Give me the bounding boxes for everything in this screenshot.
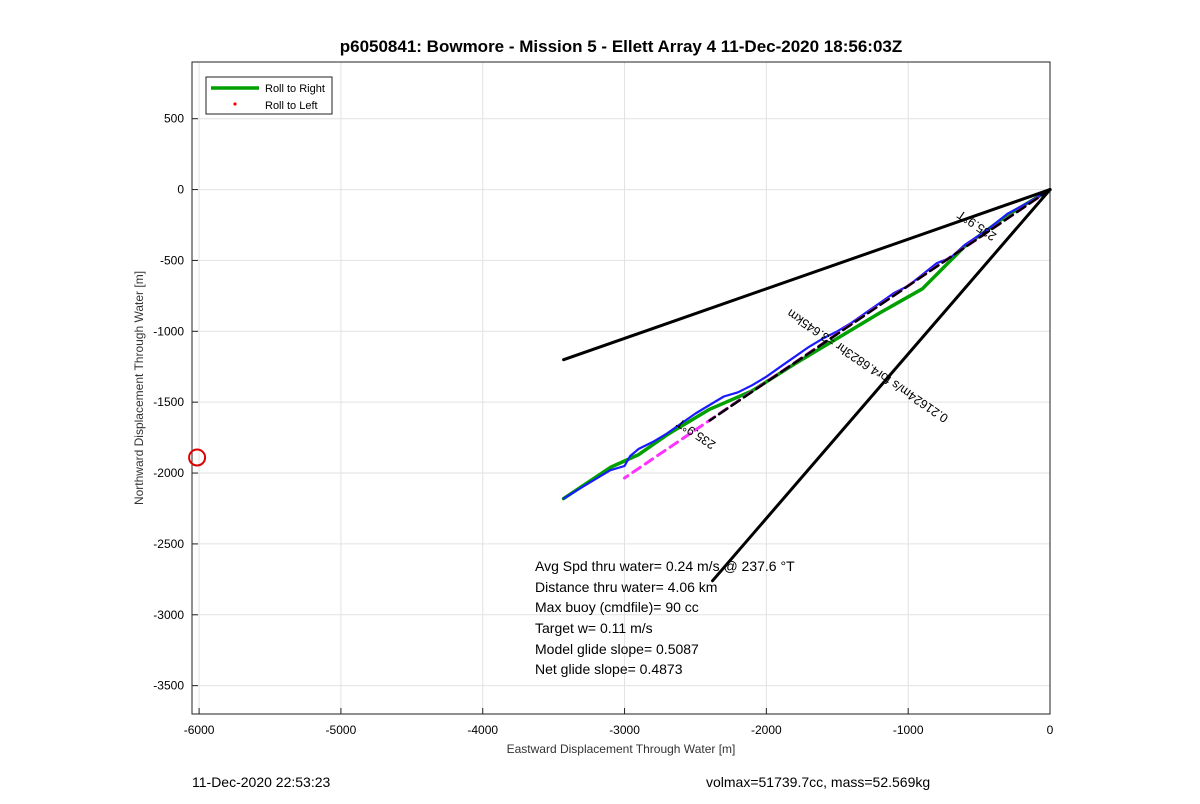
- y-tick-label: -3500: [153, 679, 184, 693]
- stats-block: Avg Spd thru water= 0.24 m/s @ 237.6 °T …: [535, 558, 795, 677]
- target-marker: [188, 448, 207, 467]
- legend-label-roll-left: Roll to Left: [265, 100, 318, 112]
- track-annotation-1: 0.21624m/s for4.6823hr =3.645km: [785, 306, 951, 425]
- footer-volmass: volmax=51739.7cc, mass=52.569kg: [706, 774, 930, 790]
- series-cone-upper: [562, 188, 1052, 362]
- grid: [192, 62, 1051, 714]
- y-tick-label: -2500: [153, 537, 184, 551]
- annotations: 235.9°T0.21624m/s for4.6823hr =3.645km23…: [674, 207, 999, 452]
- plot-area: [191, 61, 1051, 715]
- footer-timestamp: 11-Dec-2020 22:53:23: [192, 774, 330, 790]
- x-tick-label: -6000: [184, 723, 215, 737]
- x-tick-label: -1000: [893, 723, 924, 737]
- x-tick-label: -2000: [751, 723, 782, 737]
- series-cone-lower: [711, 188, 1052, 583]
- stat-model-glide: Model glide slope= 0.5087: [535, 641, 699, 657]
- x-tick-label: -4000: [467, 723, 498, 737]
- y-tick-label: 0: [177, 183, 184, 197]
- y-tick-label: -3000: [153, 608, 184, 622]
- series-track: [562, 188, 1052, 500]
- stat-avg-speed: Avg Spd thru water= 0.24 m/s @ 237.6 °T: [535, 558, 795, 574]
- y-tick-label: -1000: [153, 324, 184, 338]
- legend-box: [205, 76, 333, 115]
- legend: Roll to Right Roll to Left: [205, 76, 333, 115]
- stat-max-buoy: Max buoy (cmdfile)= 90 cc: [535, 599, 699, 615]
- stat-target-w: Target w= 0.11 m/s: [535, 620, 653, 636]
- y-axis-label: Northward Displacement Through Water [m]: [132, 271, 146, 505]
- track-annotation-2: 235.9°T: [674, 415, 718, 451]
- stat-distance: Distance thru water= 4.06 km: [535, 579, 717, 595]
- chart-title: p6050841: Bowmore - Mission 5 - Ellett A…: [340, 37, 903, 56]
- y-tick-label: -2000: [153, 466, 184, 480]
- x-tick-label: -3000: [609, 723, 640, 737]
- stat-net-glide: Net glide slope= 0.4873: [535, 661, 683, 677]
- x-tick-label: 0: [1047, 723, 1054, 737]
- legend-swatch-roll-left: [233, 102, 237, 106]
- series-layer: [188, 187, 1052, 583]
- series-mean-heading-dash: [708, 188, 1052, 422]
- y-tick-label: 500: [164, 112, 184, 126]
- x-axis-label: Eastward Displacement Through Water [m]: [507, 742, 736, 756]
- y-tick-label: -500: [160, 253, 184, 267]
- axis-ticks: -6000 -5000 -4000 -3000 -2000 -1000 0 500 0 -500 -…: [153, 112, 1053, 737]
- legend-label-roll-right: Roll to Right: [265, 83, 325, 95]
- y-tick-label: -1500: [153, 395, 184, 409]
- x-tick-label: -5000: [326, 723, 357, 737]
